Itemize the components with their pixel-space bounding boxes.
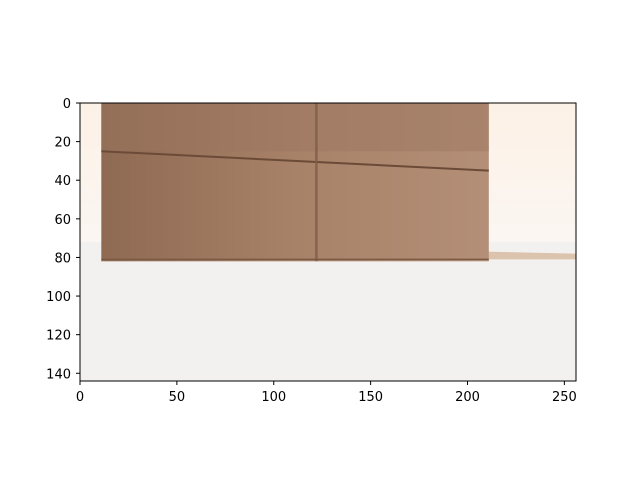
y-tick-label: 140 xyxy=(46,367,71,382)
x-tick-label: 100 xyxy=(261,390,286,405)
y-axis: 0 20 40 60 80 100 120 140 xyxy=(46,97,80,382)
box-top-band xyxy=(101,103,489,152)
y-tick-label: 60 xyxy=(54,213,71,228)
y-tick-label: 20 xyxy=(54,136,71,151)
x-tick-label: 200 xyxy=(455,390,480,405)
y-tick-label: 120 xyxy=(46,329,71,344)
x-tick-label: 50 xyxy=(169,390,186,405)
box-seam-horizontal xyxy=(101,150,489,172)
box-body xyxy=(101,103,489,262)
y-tick-label: 100 xyxy=(46,290,71,305)
image-content xyxy=(80,103,576,381)
box-shadow-strip xyxy=(486,251,576,260)
y-tick-label: 0 xyxy=(63,97,71,112)
x-tick-label: 0 xyxy=(76,390,84,405)
plot-frame xyxy=(79,102,577,382)
x-axis: 0 50 100 150 200 250 xyxy=(76,381,577,405)
y-tick-label: 80 xyxy=(54,251,71,266)
x-tick-label: 250 xyxy=(552,390,577,405)
x-tick-label: 150 xyxy=(358,390,383,405)
y-tick-label: 40 xyxy=(54,174,71,189)
